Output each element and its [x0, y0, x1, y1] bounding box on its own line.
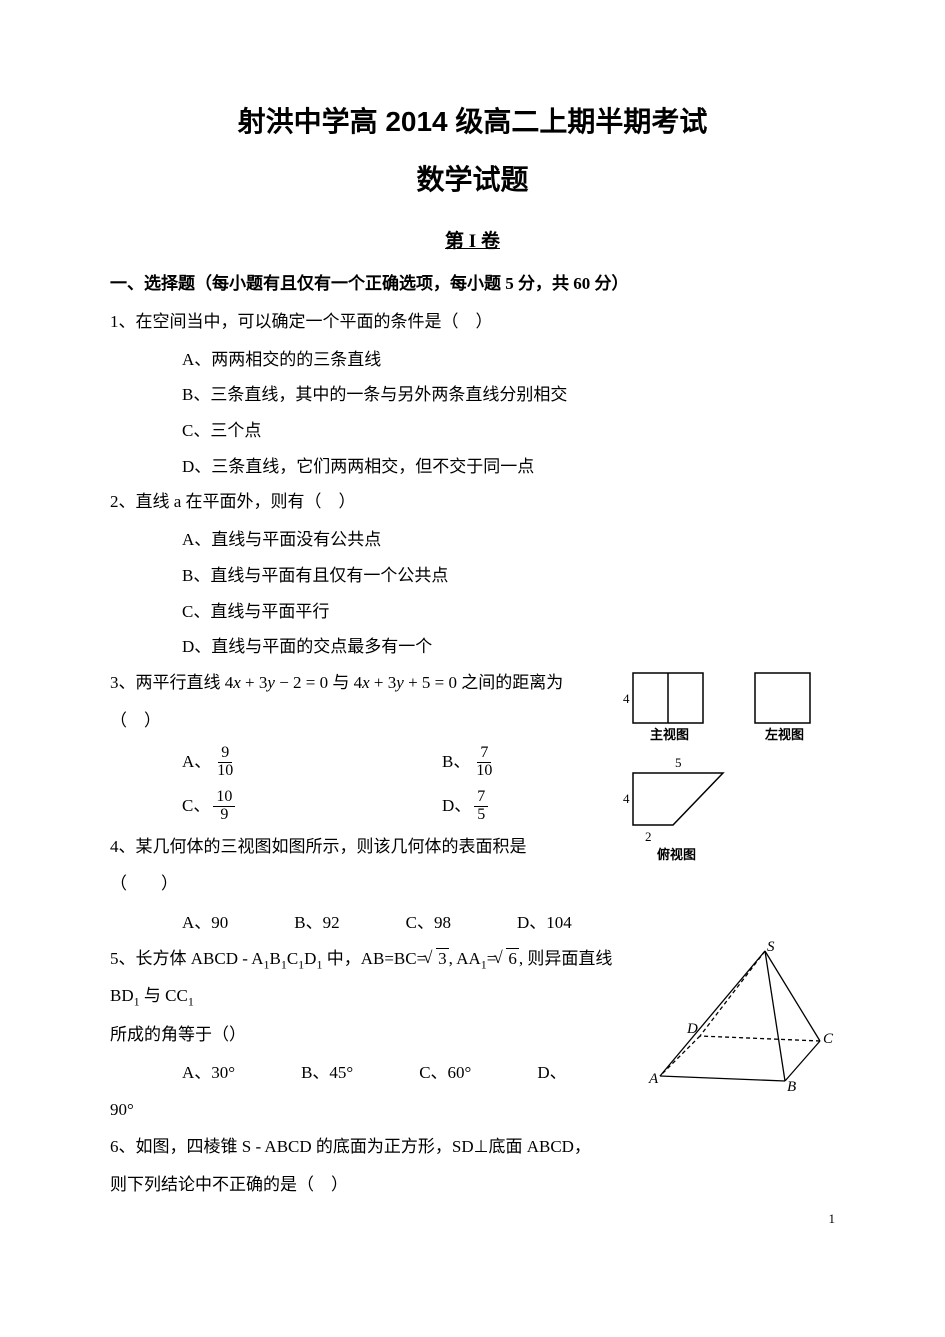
q1-opt-b: B、三条直线，其中的一条与另外两条直线分别相交: [110, 377, 835, 413]
q5-t4: D: [304, 949, 316, 968]
page: 射洪中学高 2014 级高二上期半期考试 数学试题 第 I 卷 一、选择题（每小…: [0, 0, 945, 1235]
q4-paren: （ ）: [110, 866, 835, 902]
q5-t5: 中，AB=BC=: [322, 949, 426, 968]
q3-t2: + 3: [241, 673, 268, 692]
q3-a-den: 10: [214, 763, 236, 780]
q3-opt-d: D、 75: [442, 784, 491, 828]
three-views-diagram: 4 主视图 左视图 5 4 2 俯视图: [615, 665, 835, 870]
q2-opt-d: D、直线与平面的交点最多有一个: [110, 629, 835, 665]
q3-t5: + 5 = 0 之间的距离为: [404, 673, 563, 692]
q5-opt-a: A、30°: [182, 1054, 235, 1091]
q6-stem: 6、如图，四棱锥 S - ABCD 的底面为正方形，SD⊥底面 ABCD，: [110, 1129, 835, 1165]
vertex-s: S: [767, 941, 775, 955]
q4-opt-d: D、104: [517, 904, 572, 941]
q4-opt-b: B、92: [294, 904, 339, 941]
q3-a-num: 9: [218, 745, 232, 763]
q2-stem: 2、直线 a 在平面外，则有（ ）: [110, 484, 835, 520]
q2-opt-a: A、直线与平面没有公共点: [110, 522, 835, 558]
q1-opt-d: D、三条直线，它们两两相交，但不交于同一点: [110, 449, 835, 485]
q3-opt-b: B、 710: [442, 740, 498, 784]
pyramid-diagram: S A B C D: [645, 941, 835, 1096]
q3-text: 3、两平行直线 4: [110, 673, 233, 692]
q5-opt-b: B、45°: [301, 1054, 353, 1091]
q3-c-label: C、: [182, 784, 210, 828]
side-view-label: 俯视图: [657, 847, 696, 862]
q5-opt-d: D、: [537, 1054, 566, 1091]
dim-2: 2: [645, 829, 652, 844]
section-head: 一、选择题（每小题有且仅有一个正确选项，每小题 5 分，共 60 分）: [110, 269, 835, 294]
vertex-b: B: [787, 1079, 796, 1091]
q3-a-label: A、: [182, 740, 211, 784]
q5-root3: 3: [436, 948, 449, 968]
q3-b-label: B、: [442, 740, 470, 784]
q6-stem2: 则下列结论中不正确的是（ ）: [110, 1167, 835, 1203]
title-line1: 射洪中学高 2014 级高二上期半期考试: [110, 100, 835, 140]
q3-d-num: 7: [474, 789, 488, 807]
q3-c-den: 9: [217, 807, 231, 824]
q5-opt-c: C、60°: [419, 1054, 471, 1091]
q5-opt-d2: 90°: [110, 1092, 835, 1128]
q1-stem: 1、在空间当中，可以确定一个平面的条件是（ ）: [110, 304, 835, 340]
q5-t6: , AA: [449, 949, 481, 968]
q3-c-num: 10: [213, 789, 235, 807]
q1-opt-a: A、两两相交的的三条直线: [110, 342, 835, 378]
q5-t2: B: [269, 949, 280, 968]
q3-d-den: 5: [474, 807, 488, 824]
dim-4b: 4: [623, 791, 630, 806]
dim-4a: 4: [623, 691, 630, 706]
q3-t3: − 2 = 0 与 4: [275, 673, 362, 692]
q4-opt-c: C、98: [406, 904, 451, 941]
q2-opt-c: C、直线与平面平行: [110, 594, 835, 630]
vertex-c: C: [823, 1031, 834, 1047]
vertex-d: D: [686, 1021, 698, 1037]
q5-t1: 5、长方体 ABCD - A: [110, 949, 263, 968]
q3-d-label: D、: [442, 784, 471, 828]
q5-t9: 与 CC: [140, 986, 188, 1005]
q3-b-den: 10: [473, 763, 495, 780]
left-view-label: 左视图: [765, 727, 804, 742]
q3-b-num: 7: [477, 745, 491, 763]
title-line2: 数学试题: [110, 158, 835, 198]
q3-opt-c: C、 109: [182, 784, 442, 828]
front-view-label: 主视图: [650, 727, 689, 742]
dim-5: 5: [675, 755, 682, 770]
q4-options: A、90 B、92 C、98 D、104: [110, 904, 835, 941]
q3-opt-a: A、 910: [182, 740, 442, 784]
q5-t3: C: [287, 949, 298, 968]
q4-opt-a: A、90: [182, 904, 228, 941]
vertex-a: A: [648, 1071, 659, 1087]
q3-t4: + 3: [370, 673, 397, 692]
q5-options: A、30° B、45° C、60° D、: [110, 1054, 635, 1091]
part-label: 第 I 卷: [110, 226, 835, 253]
q2-opt-b: B、直线与平面有且仅有一个公共点: [110, 558, 835, 594]
page-number: 1: [829, 1211, 836, 1227]
q5-root6: 6: [506, 948, 519, 968]
q1-opt-c: C、三个点: [110, 413, 835, 449]
